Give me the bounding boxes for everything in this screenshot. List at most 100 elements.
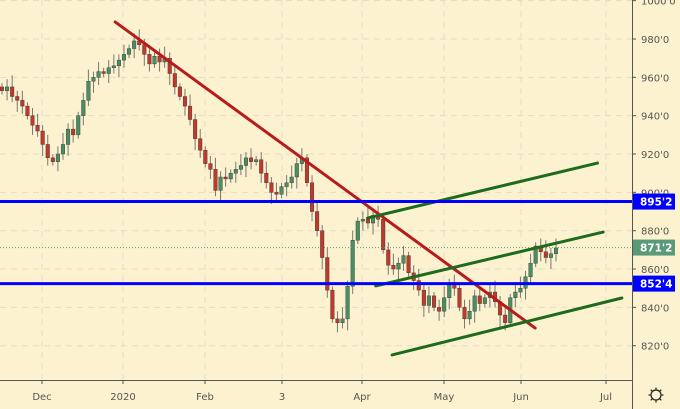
candle-down bbox=[406, 255, 411, 274]
candle-down bbox=[208, 163, 213, 170]
candle-up bbox=[254, 159, 259, 162]
candle-up bbox=[5, 86, 10, 91]
gear-icon bbox=[648, 387, 664, 403]
x-tick-label: May bbox=[434, 392, 455, 403]
candle-down bbox=[188, 105, 193, 120]
candle-down bbox=[315, 211, 320, 231]
trend-line bbox=[365, 161, 599, 220]
price-label: 852'4 bbox=[640, 279, 672, 291]
x-tick-label: Apr bbox=[353, 392, 371, 403]
candle-up bbox=[86, 80, 91, 101]
candle-up bbox=[554, 247, 559, 254]
y-tick-label: 1000'0 bbox=[641, 0, 676, 8]
candle-up bbox=[106, 67, 111, 74]
trend-line bbox=[390, 296, 624, 357]
y-tick-label: 960'0 bbox=[641, 73, 669, 84]
candle-down bbox=[177, 86, 182, 97]
candle-up bbox=[472, 295, 477, 312]
candle-up bbox=[111, 65, 116, 68]
candle-up bbox=[243, 157, 248, 166]
candle-up bbox=[152, 56, 157, 65]
candle-down bbox=[203, 149, 208, 164]
candle-down bbox=[259, 159, 264, 174]
candle-down bbox=[157, 56, 162, 63]
candle-down bbox=[35, 125, 40, 132]
candle-down bbox=[335, 318, 340, 323]
candle-up bbox=[340, 318, 345, 323]
candle-up bbox=[233, 169, 238, 174]
x-tick-label: Dec bbox=[32, 392, 51, 403]
candle-down bbox=[365, 218, 370, 224]
candle-up bbox=[396, 263, 401, 270]
candle-down bbox=[477, 295, 482, 304]
candle-up bbox=[355, 220, 360, 241]
gear-icon-tooth bbox=[659, 398, 662, 401]
candle-up bbox=[132, 40, 137, 49]
time-axis bbox=[0, 380, 632, 409]
y-tick-label: 980'0 bbox=[641, 35, 669, 46]
candle-down bbox=[249, 157, 254, 162]
gear-icon[interactable] bbox=[645, 385, 667, 405]
candle-down bbox=[223, 176, 228, 180]
candle-down bbox=[421, 289, 426, 306]
candle-down bbox=[304, 157, 309, 183]
candle-up bbox=[518, 288, 523, 293]
candle-up bbox=[401, 255, 406, 264]
y-tick-label: 820'0 bbox=[641, 342, 669, 353]
price-label-box bbox=[633, 275, 675, 292]
y-tick-label: 860'0 bbox=[641, 265, 669, 276]
x-tick-label: Jun bbox=[512, 392, 529, 403]
candle-up bbox=[482, 297, 487, 304]
candle-up bbox=[218, 176, 223, 191]
candle-down bbox=[330, 289, 335, 320]
candle-down bbox=[391, 265, 396, 270]
candle-up bbox=[238, 165, 243, 170]
x-tick-label: 3 bbox=[279, 392, 285, 403]
gear-icon-tooth bbox=[650, 398, 653, 401]
candle-down bbox=[0, 86, 4, 91]
y-tick-label: 880'0 bbox=[641, 227, 669, 238]
candle-down bbox=[386, 249, 391, 266]
price-label-box bbox=[633, 239, 675, 256]
price-label-box bbox=[633, 193, 675, 210]
candle-down bbox=[10, 86, 15, 97]
candle-down bbox=[45, 144, 50, 159]
candle-down bbox=[310, 182, 315, 212]
candle-up bbox=[447, 284, 452, 298]
candle-up bbox=[426, 295, 431, 306]
candle-up bbox=[360, 218, 365, 222]
candle-down bbox=[142, 44, 147, 55]
candle-down bbox=[320, 230, 325, 258]
x-tick-label: 2020 bbox=[110, 392, 135, 403]
candle-up bbox=[81, 100, 86, 116]
candle-down bbox=[381, 218, 386, 251]
candle-up bbox=[228, 172, 233, 180]
candle-down bbox=[213, 169, 218, 191]
x-tick-label: Feb bbox=[196, 392, 214, 403]
candle-down bbox=[50, 157, 55, 162]
candle-down bbox=[503, 314, 508, 323]
x-tick-label: Jul bbox=[599, 392, 612, 403]
candle-down bbox=[101, 71, 106, 74]
candle-up bbox=[60, 144, 65, 155]
candle-up bbox=[55, 153, 60, 162]
candle-up bbox=[279, 186, 284, 195]
candle-down bbox=[15, 96, 20, 101]
candle-down bbox=[182, 96, 187, 107]
candle-down bbox=[543, 251, 548, 258]
y-tick-label: 940'0 bbox=[641, 112, 669, 123]
candle-up bbox=[116, 59, 121, 67]
candle-up bbox=[294, 163, 299, 178]
y-tick-label: 920'0 bbox=[641, 150, 669, 161]
gear-icon-tooth bbox=[650, 389, 653, 392]
candle-down bbox=[269, 182, 274, 193]
candle-down bbox=[40, 130, 45, 145]
trend-line bbox=[374, 230, 605, 288]
candle-down bbox=[416, 280, 421, 291]
candle-down bbox=[172, 73, 177, 88]
candle-up bbox=[127, 48, 132, 55]
candle-down bbox=[274, 192, 279, 195]
candle-down bbox=[325, 257, 330, 291]
candle-up bbox=[345, 286, 350, 320]
